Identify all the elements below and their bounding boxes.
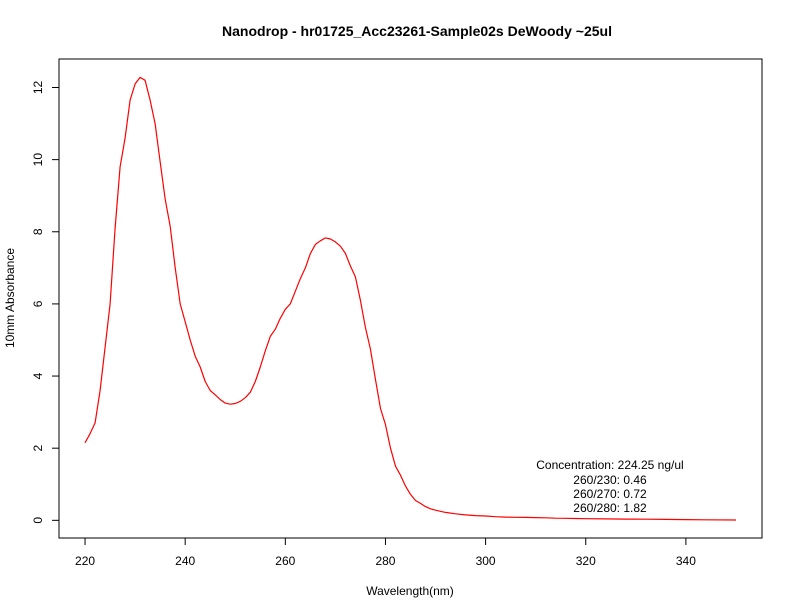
ratio-260-230-text: 260/230: 0.46: [573, 473, 647, 487]
x-axis-label: Wavelength(nm): [366, 584, 454, 598]
y-tick-label: 4: [31, 372, 45, 379]
y-tick-label: 0: [31, 517, 45, 524]
absorbance-line: [84, 76, 737, 521]
x-tick-label: 220: [75, 554, 95, 568]
ratio-260-270-text: 260/270: 0.72: [573, 487, 647, 501]
ratio-260-280-text: 260/280: 1.82: [573, 501, 647, 515]
chart-title: Nanodrop - hr01725_Acc23261-Sample02s De…: [222, 23, 612, 39]
stats-annotation: Concentration: 224.25 ng/ul 260/230: 0.4…: [536, 458, 683, 515]
x-tick-label: 240: [175, 554, 195, 568]
x-tick-label: 300: [476, 554, 496, 568]
x-axis: 220 240 260 280 300 320 340: [75, 537, 696, 568]
y-tick-label: 2: [31, 445, 45, 452]
y-tick-label: 8: [31, 228, 45, 235]
x-tick-label: 260: [275, 554, 295, 568]
y-tick-label: 12: [31, 81, 45, 95]
y-axis: 0 2 4 6 8 10 12: [31, 81, 60, 524]
y-axis-label: 10mm Absorbance: [3, 248, 17, 348]
x-tick-label: 280: [375, 554, 395, 568]
y-tick-label: 10: [31, 153, 45, 167]
x-tick-label: 320: [576, 554, 596, 568]
y-tick-label: 6: [31, 300, 45, 307]
x-tick-label: 340: [676, 554, 696, 568]
concentration-text: Concentration: 224.25 ng/ul: [536, 458, 683, 472]
